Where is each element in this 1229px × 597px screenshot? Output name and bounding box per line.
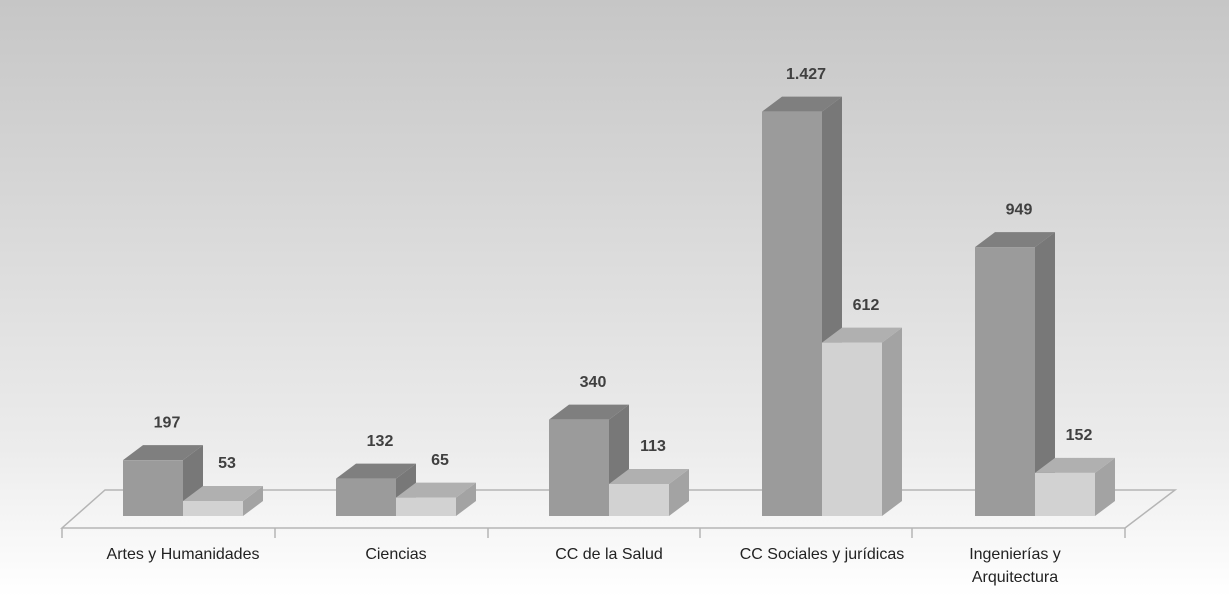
bar <box>183 485 263 516</box>
data-label: 113 <box>640 438 666 455</box>
bar-top <box>549 404 629 420</box>
bar-top <box>609 468 689 484</box>
data-label: 949 <box>1006 201 1033 218</box>
bar-top <box>183 485 263 501</box>
data-label: 53 <box>218 455 236 472</box>
bar-top <box>822 327 902 343</box>
data-label: 65 <box>431 452 449 469</box>
data-label: 340 <box>580 374 607 391</box>
bar-front <box>822 342 882 516</box>
bar-top <box>762 96 842 112</box>
bar-front <box>396 497 456 516</box>
bar-top <box>336 463 416 479</box>
data-label: 152 <box>1066 427 1093 444</box>
bar-front <box>1035 472 1095 516</box>
bar-top <box>123 445 203 461</box>
bar-side <box>1035 232 1055 516</box>
data-label: 197 <box>154 414 181 431</box>
x-tick-label: Ingenierías y Arquitectura <box>969 546 1061 586</box>
bar-front <box>183 500 243 516</box>
bar <box>609 468 689 516</box>
bar-front <box>336 478 396 516</box>
bar-top <box>1035 457 1115 473</box>
bar-top <box>396 482 476 498</box>
bar-front <box>549 419 609 516</box>
x-tick-label: CC Sociales y jurídicas <box>739 546 905 563</box>
bar-top <box>975 232 1055 248</box>
bar-side <box>882 327 902 516</box>
bar-front <box>975 247 1035 516</box>
category-dividers <box>61 528 1126 538</box>
bar <box>975 232 1055 516</box>
bar-side <box>456 482 476 516</box>
bar-front <box>123 460 183 516</box>
bar-side <box>243 485 263 516</box>
bar-front <box>762 111 822 516</box>
x-tick-label: Artes y Humanidades <box>106 546 260 563</box>
floor <box>60 489 1178 529</box>
bar-side <box>669 468 689 516</box>
bar-side <box>1095 457 1115 516</box>
bar-front <box>609 483 669 516</box>
x-tick-label: Ciencias <box>365 546 427 563</box>
bar <box>1035 457 1115 516</box>
bar <box>762 96 842 516</box>
data-label: 612 <box>853 297 880 314</box>
bar <box>396 482 476 516</box>
bar <box>822 327 902 516</box>
data-label: 132 <box>367 433 394 450</box>
data-label: 1.427 <box>786 66 826 83</box>
x-tick-label: CC de la Salud <box>555 546 663 563</box>
